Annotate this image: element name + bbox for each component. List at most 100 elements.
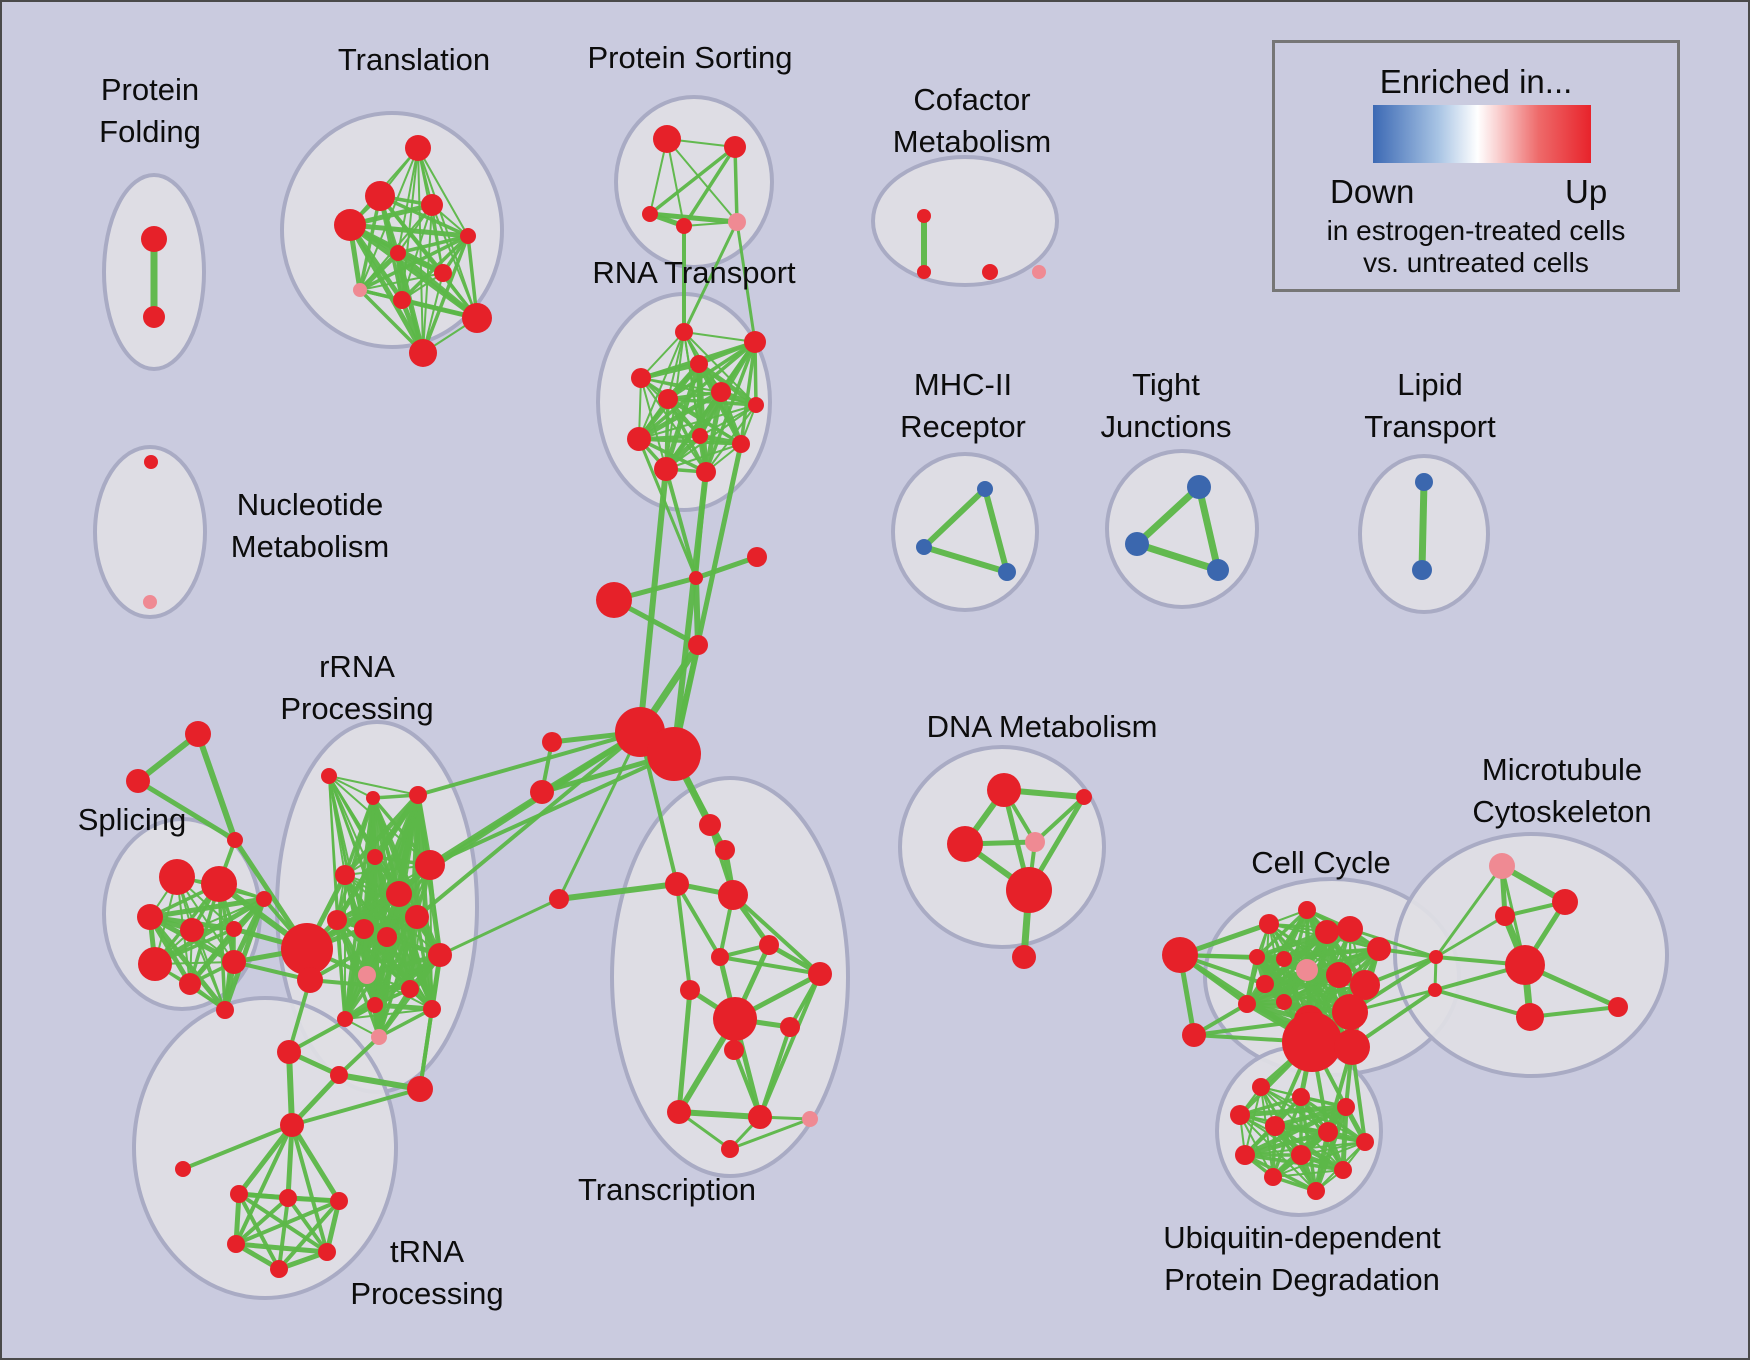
node-ps-1[interactable]	[724, 136, 746, 158]
node-ub-10[interactable]	[1264, 1168, 1282, 1186]
node-rt-4[interactable]	[658, 389, 678, 409]
node-spl-8[interactable]	[222, 950, 246, 974]
node-rrna-14[interactable]	[367, 997, 383, 1013]
node-tx-9[interactable]	[713, 997, 757, 1041]
node-tx-12[interactable]	[667, 1100, 691, 1124]
node-lt-0[interactable]	[1415, 473, 1433, 491]
node-tr-5[interactable]	[390, 245, 406, 261]
node-rt-8[interactable]	[692, 428, 708, 444]
node-rrna-15[interactable]	[337, 1011, 353, 1027]
node-rt-10[interactable]	[654, 457, 678, 481]
node-rrna-6[interactable]	[415, 850, 445, 880]
node-trna-6[interactable]	[279, 1189, 297, 1207]
node-cc-9[interactable]	[1350, 970, 1380, 1000]
node-ps-4[interactable]	[728, 213, 746, 231]
node-cf-2[interactable]	[982, 264, 998, 280]
node-dna-0[interactable]	[987, 773, 1021, 807]
node-rrna-5[interactable]	[386, 881, 412, 907]
node-tr-8[interactable]	[393, 291, 411, 309]
node-dna-5[interactable]	[1012, 945, 1036, 969]
node-cf-0[interactable]	[917, 209, 931, 223]
node-trna-0[interactable]	[277, 1040, 301, 1064]
node-ps-0[interactable]	[653, 125, 681, 153]
node-cc-12[interactable]	[1276, 994, 1292, 1010]
node-chain-5[interactable]	[530, 780, 554, 804]
node-lt-1[interactable]	[1412, 560, 1432, 580]
node-rt-9[interactable]	[732, 435, 750, 453]
node-rrna-3[interactable]	[335, 865, 355, 885]
node-trna-1[interactable]	[330, 1066, 348, 1084]
node-rrna-0[interactable]	[321, 768, 337, 784]
node-rrna-1[interactable]	[366, 791, 380, 805]
node-spl-9[interactable]	[216, 1001, 234, 1019]
node-tj-2[interactable]	[1207, 559, 1229, 581]
node-chain-2[interactable]	[596, 582, 632, 618]
node-mhc-2[interactable]	[998, 563, 1016, 581]
node-tx-10[interactable]	[780, 1017, 800, 1037]
node-tr-1[interactable]	[365, 181, 395, 211]
node-ps-3[interactable]	[676, 218, 692, 234]
node-spl-5[interactable]	[256, 891, 272, 907]
node-cc-1[interactable]	[1298, 901, 1316, 919]
node-ub-2[interactable]	[1337, 1098, 1355, 1116]
node-rrna-12[interactable]	[358, 966, 376, 984]
node-tx-3[interactable]	[718, 880, 748, 910]
node-dna-2[interactable]	[947, 826, 983, 862]
node-rrna-13[interactable]	[401, 980, 419, 998]
node-tx-14[interactable]	[802, 1111, 818, 1127]
node-spl-4[interactable]	[226, 921, 242, 937]
node-dna-4[interactable]	[1006, 867, 1052, 913]
node-rrna-16[interactable]	[423, 1000, 441, 1018]
node-pf-0[interactable]	[141, 226, 167, 252]
node-rrna-4[interactable]	[367, 849, 383, 865]
node-ub-11[interactable]	[1307, 1182, 1325, 1200]
node-tx-8[interactable]	[808, 962, 832, 986]
node-cc-3[interactable]	[1337, 916, 1363, 942]
node-trna-8[interactable]	[227, 1235, 245, 1253]
node-mtc-1[interactable]	[1428, 983, 1442, 997]
node-mt-4[interactable]	[1608, 997, 1628, 1017]
node-spl-2[interactable]	[137, 904, 163, 930]
node-trna-5[interactable]	[230, 1185, 248, 1203]
node-tx-15[interactable]	[721, 1140, 739, 1158]
node-spl-3[interactable]	[180, 918, 204, 942]
node-cc-15[interactable]	[1282, 1012, 1342, 1072]
node-hub2-1[interactable]	[297, 967, 323, 993]
node-tr-3[interactable]	[421, 194, 443, 216]
node-tx-2[interactable]	[665, 872, 689, 896]
node-cc-8[interactable]	[1326, 962, 1352, 988]
node-tr-7[interactable]	[353, 283, 367, 297]
node-tx-13[interactable]	[748, 1105, 772, 1129]
node-tx-4[interactable]	[549, 889, 569, 909]
node-ub-9[interactable]	[1334, 1161, 1352, 1179]
node-rt-7[interactable]	[627, 427, 651, 451]
node-tx-11[interactable]	[724, 1040, 744, 1060]
node-ub-3[interactable]	[1230, 1105, 1250, 1125]
node-tri-1[interactable]	[126, 769, 150, 793]
node-tr-6[interactable]	[434, 264, 452, 282]
node-tx-6[interactable]	[711, 948, 729, 966]
node-tx-0[interactable]	[699, 814, 721, 836]
node-trna-7[interactable]	[330, 1192, 348, 1210]
node-tx-5[interactable]	[759, 935, 779, 955]
node-cc-10[interactable]	[1256, 975, 1274, 993]
node-tj-0[interactable]	[1187, 475, 1211, 499]
node-cc-16[interactable]	[1334, 1029, 1370, 1065]
node-mhc-0[interactable]	[977, 481, 993, 497]
node-ub-1[interactable]	[1292, 1088, 1310, 1106]
node-nm-1[interactable]	[143, 595, 157, 609]
node-chain-7[interactable]	[647, 727, 701, 781]
node-tr-10[interactable]	[409, 339, 437, 367]
node-ub-7[interactable]	[1235, 1145, 1255, 1165]
node-rrna-17[interactable]	[371, 1029, 387, 1045]
node-chain-4[interactable]	[542, 732, 562, 752]
node-ub-8[interactable]	[1291, 1145, 1311, 1165]
node-rt-1[interactable]	[744, 331, 766, 353]
node-tr-9[interactable]	[462, 303, 492, 333]
node-trna-4[interactable]	[175, 1161, 191, 1177]
node-rrna-8[interactable]	[354, 919, 374, 939]
node-trna-9[interactable]	[318, 1243, 336, 1261]
node-ps-2[interactable]	[642, 206, 658, 222]
node-rrna-7[interactable]	[327, 910, 347, 930]
node-rt-6[interactable]	[748, 397, 764, 413]
